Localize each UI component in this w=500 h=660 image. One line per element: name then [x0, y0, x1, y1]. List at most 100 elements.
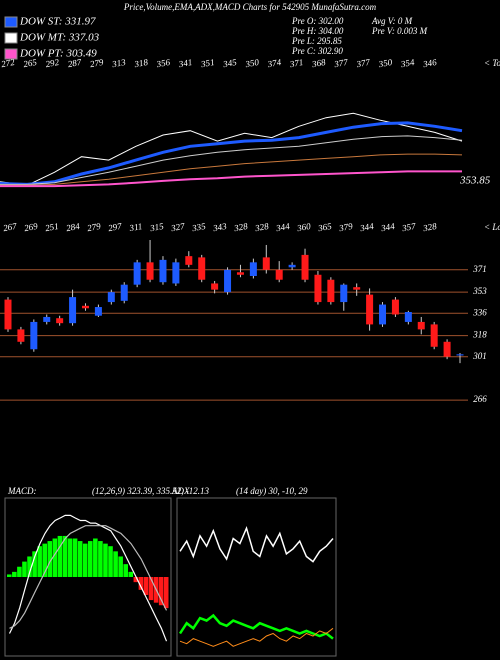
candle-body: [198, 257, 206, 280]
panel-params: (12,26,9) 323.39, 335.52, -12.13: [92, 486, 209, 496]
price-label: 328: [232, 221, 249, 233]
candle-body: [301, 254, 309, 280]
candle-body: [262, 257, 270, 270]
price-label: 313: [110, 57, 127, 69]
candle-body: [17, 329, 25, 342]
info-text: Pre H: 304.00: [291, 26, 344, 36]
side-label: < Tops: [484, 58, 500, 68]
macd-bar: [52, 538, 58, 577]
price-label: 251: [44, 221, 59, 233]
price-label: 365: [316, 221, 333, 233]
price-label: 354: [399, 57, 416, 69]
candle-body: [391, 299, 399, 315]
legend-swatch: [4, 48, 18, 60]
info-text: Pre C: 302.90: [291, 46, 343, 56]
price-label: 343: [211, 221, 228, 233]
macd-bar: [128, 571, 134, 577]
price-label: 371: [288, 57, 304, 69]
y-tick-label: 336: [472, 307, 487, 317]
macd-bar: [138, 577, 144, 590]
candle-body: [379, 304, 387, 325]
candle-body: [366, 294, 374, 325]
macd-bar: [133, 577, 139, 583]
price-label: 368: [310, 57, 327, 69]
candle-body: [288, 264, 296, 268]
panel-label: MACD:: [7, 486, 37, 496]
price-label: 356: [155, 57, 172, 69]
price-label: 344: [358, 221, 375, 233]
line-series: [0, 153, 463, 186]
candle-body: [94, 307, 102, 316]
candle-body: [146, 262, 154, 280]
price-label: 374: [266, 57, 283, 69]
candle-body: [185, 256, 193, 265]
price-label: 357: [400, 221, 417, 233]
legend-label: DOW MT: 337.03: [19, 32, 100, 44]
macd-bar: [108, 546, 113, 577]
line-series: [0, 121, 463, 186]
price-label: 272: [0, 57, 16, 69]
macd-bar: [17, 566, 22, 577]
macd-bar: [57, 535, 63, 577]
candle-body: [327, 279, 335, 303]
macd-line: [9, 525, 168, 629]
line-series: [0, 112, 463, 186]
price-label: 344: [379, 221, 396, 233]
candle-body: [430, 324, 438, 347]
y-tick-label: 318: [472, 330, 487, 340]
side-label: < Lows: [484, 222, 500, 232]
macd-bar: [103, 543, 108, 577]
legend-label: DOW PT: 303.49: [19, 48, 97, 60]
macd-bar: [82, 543, 88, 577]
macd-bar: [37, 546, 42, 577]
macd-line: [8, 514, 168, 642]
macd-bar: [93, 538, 98, 577]
candle-body: [133, 262, 141, 285]
price-label: 341: [177, 57, 193, 69]
candle-body: [224, 269, 232, 293]
macd-bar: [88, 541, 93, 577]
adx-panel: [176, 497, 337, 657]
candle-body: [353, 287, 361, 290]
price-label: 265: [23, 57, 39, 69]
info-text: Pre V: 0.003 M: [371, 26, 428, 36]
macd-bar: [67, 538, 73, 577]
y-tick-label: 301: [472, 351, 487, 361]
price-label: 279: [89, 57, 105, 69]
candle-body: [159, 259, 167, 283]
candle-body: [456, 354, 464, 356]
candle-body: [43, 316, 51, 322]
last-label: 353.85: [459, 175, 491, 187]
macd-bar: [148, 577, 154, 601]
macd-bar: [123, 564, 128, 577]
legend-swatch: [4, 32, 18, 44]
macd-bar: [62, 535, 68, 577]
macd-bar: [113, 551, 118, 577]
price-label: 379: [337, 221, 354, 233]
info-text: Avg V: 0 M: [371, 16, 413, 26]
macd-bar: [32, 551, 37, 577]
price-label: 287: [67, 57, 83, 69]
candle-body: [236, 272, 244, 275]
candle-body: [211, 283, 219, 290]
page-title: Price,Volume,EMA,ADX,MACD Charts for 542…: [123, 2, 377, 12]
price-label: 360: [295, 221, 312, 233]
candle-body: [340, 284, 348, 303]
macd-bar: [77, 541, 83, 577]
candle-body: [249, 262, 257, 276]
price-label: 318: [133, 57, 150, 69]
macd-bar: [158, 577, 164, 606]
price-label: 344: [274, 221, 291, 233]
price-label: 377: [332, 57, 349, 69]
y-tick-label: 266: [473, 394, 487, 404]
macd-bar: [72, 538, 78, 577]
price-label: 284: [65, 221, 81, 233]
adx-line: [179, 525, 334, 563]
price-label: 311: [128, 221, 143, 233]
line-series: [0, 135, 463, 185]
price-label: 315: [148, 221, 165, 233]
macd-bar: [12, 571, 17, 577]
price-label: 377: [355, 57, 372, 69]
macd-bar: [42, 543, 47, 577]
